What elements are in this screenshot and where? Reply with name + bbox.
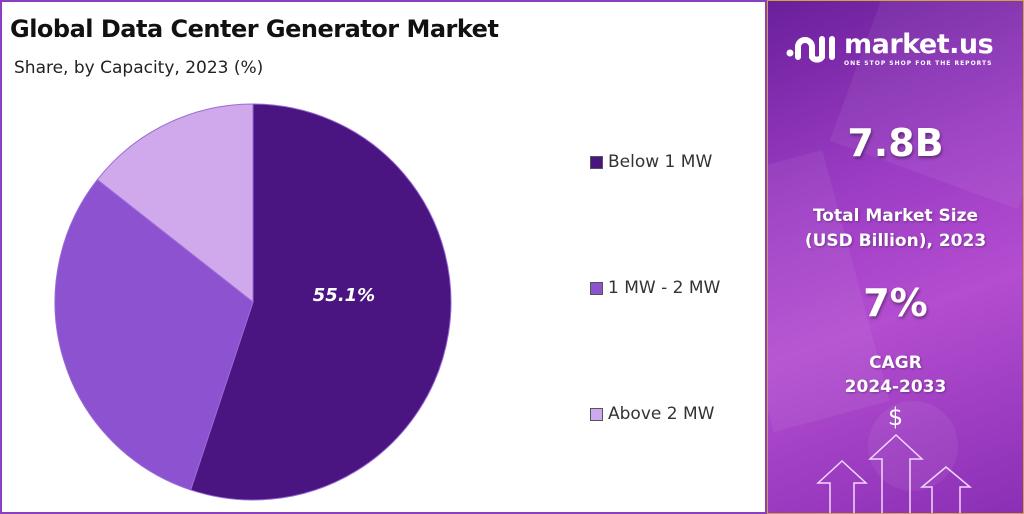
legend-item-below-1mw: Below 1 MW [590, 152, 712, 172]
legend-swatch [590, 281, 603, 295]
legend-swatch [590, 155, 603, 169]
brand-tagline: ONE STOP SHOP FOR THE REPORTS [844, 60, 993, 67]
cagr-label-2: 2024-2033 [844, 377, 947, 397]
summary-panel: market.us ONE STOP SHOP FOR THE REPORTS … [767, 0, 1024, 514]
pie-slice-1-mw-2-mw [54, 178, 254, 491]
market-us-logo: market.us ONE STOP SHOP FOR THE REPORTS [786, 29, 994, 67]
chart-subtitle: Share, by Capacity, 2023 (%) [14, 58, 264, 78]
up-arrow-icon [816, 433, 973, 513]
market-size-label-1: Total Market Size [812, 206, 979, 226]
legend-item-above-2mw: Above 2 MW [590, 404, 714, 424]
chart-panel: Global Data Center Generator Market Shar… [0, 0, 767, 514]
cagr-label-1: CAGR [869, 353, 922, 373]
data-label: 55.1% [313, 285, 375, 306]
legend-label: Below 1 MW [608, 152, 713, 172]
chart-title: Global Data Center Generator Market [10, 15, 499, 43]
legend-swatch [590, 407, 603, 421]
legend-item-1-2mw: 1 MW - 2 MW [590, 278, 720, 298]
legend-label: Above 2 MW [608, 404, 715, 424]
legend-label: 1 MW - 2 MW [608, 278, 721, 298]
pie-chart: 55.1% [54, 103, 452, 501]
market-size-label-2: (USD Billion), 2023 [804, 231, 987, 251]
pie-slice-below-1-mw [190, 103, 452, 501]
cagr-value: 7% [863, 281, 928, 325]
market-size-value: 7.8B [847, 121, 944, 165]
pie-slice-above-2-mw [96, 103, 254, 304]
dollar-icon: $ [887, 403, 904, 431]
logo-mark-icon [786, 36, 835, 63]
brand-name: market.us [844, 29, 994, 60]
